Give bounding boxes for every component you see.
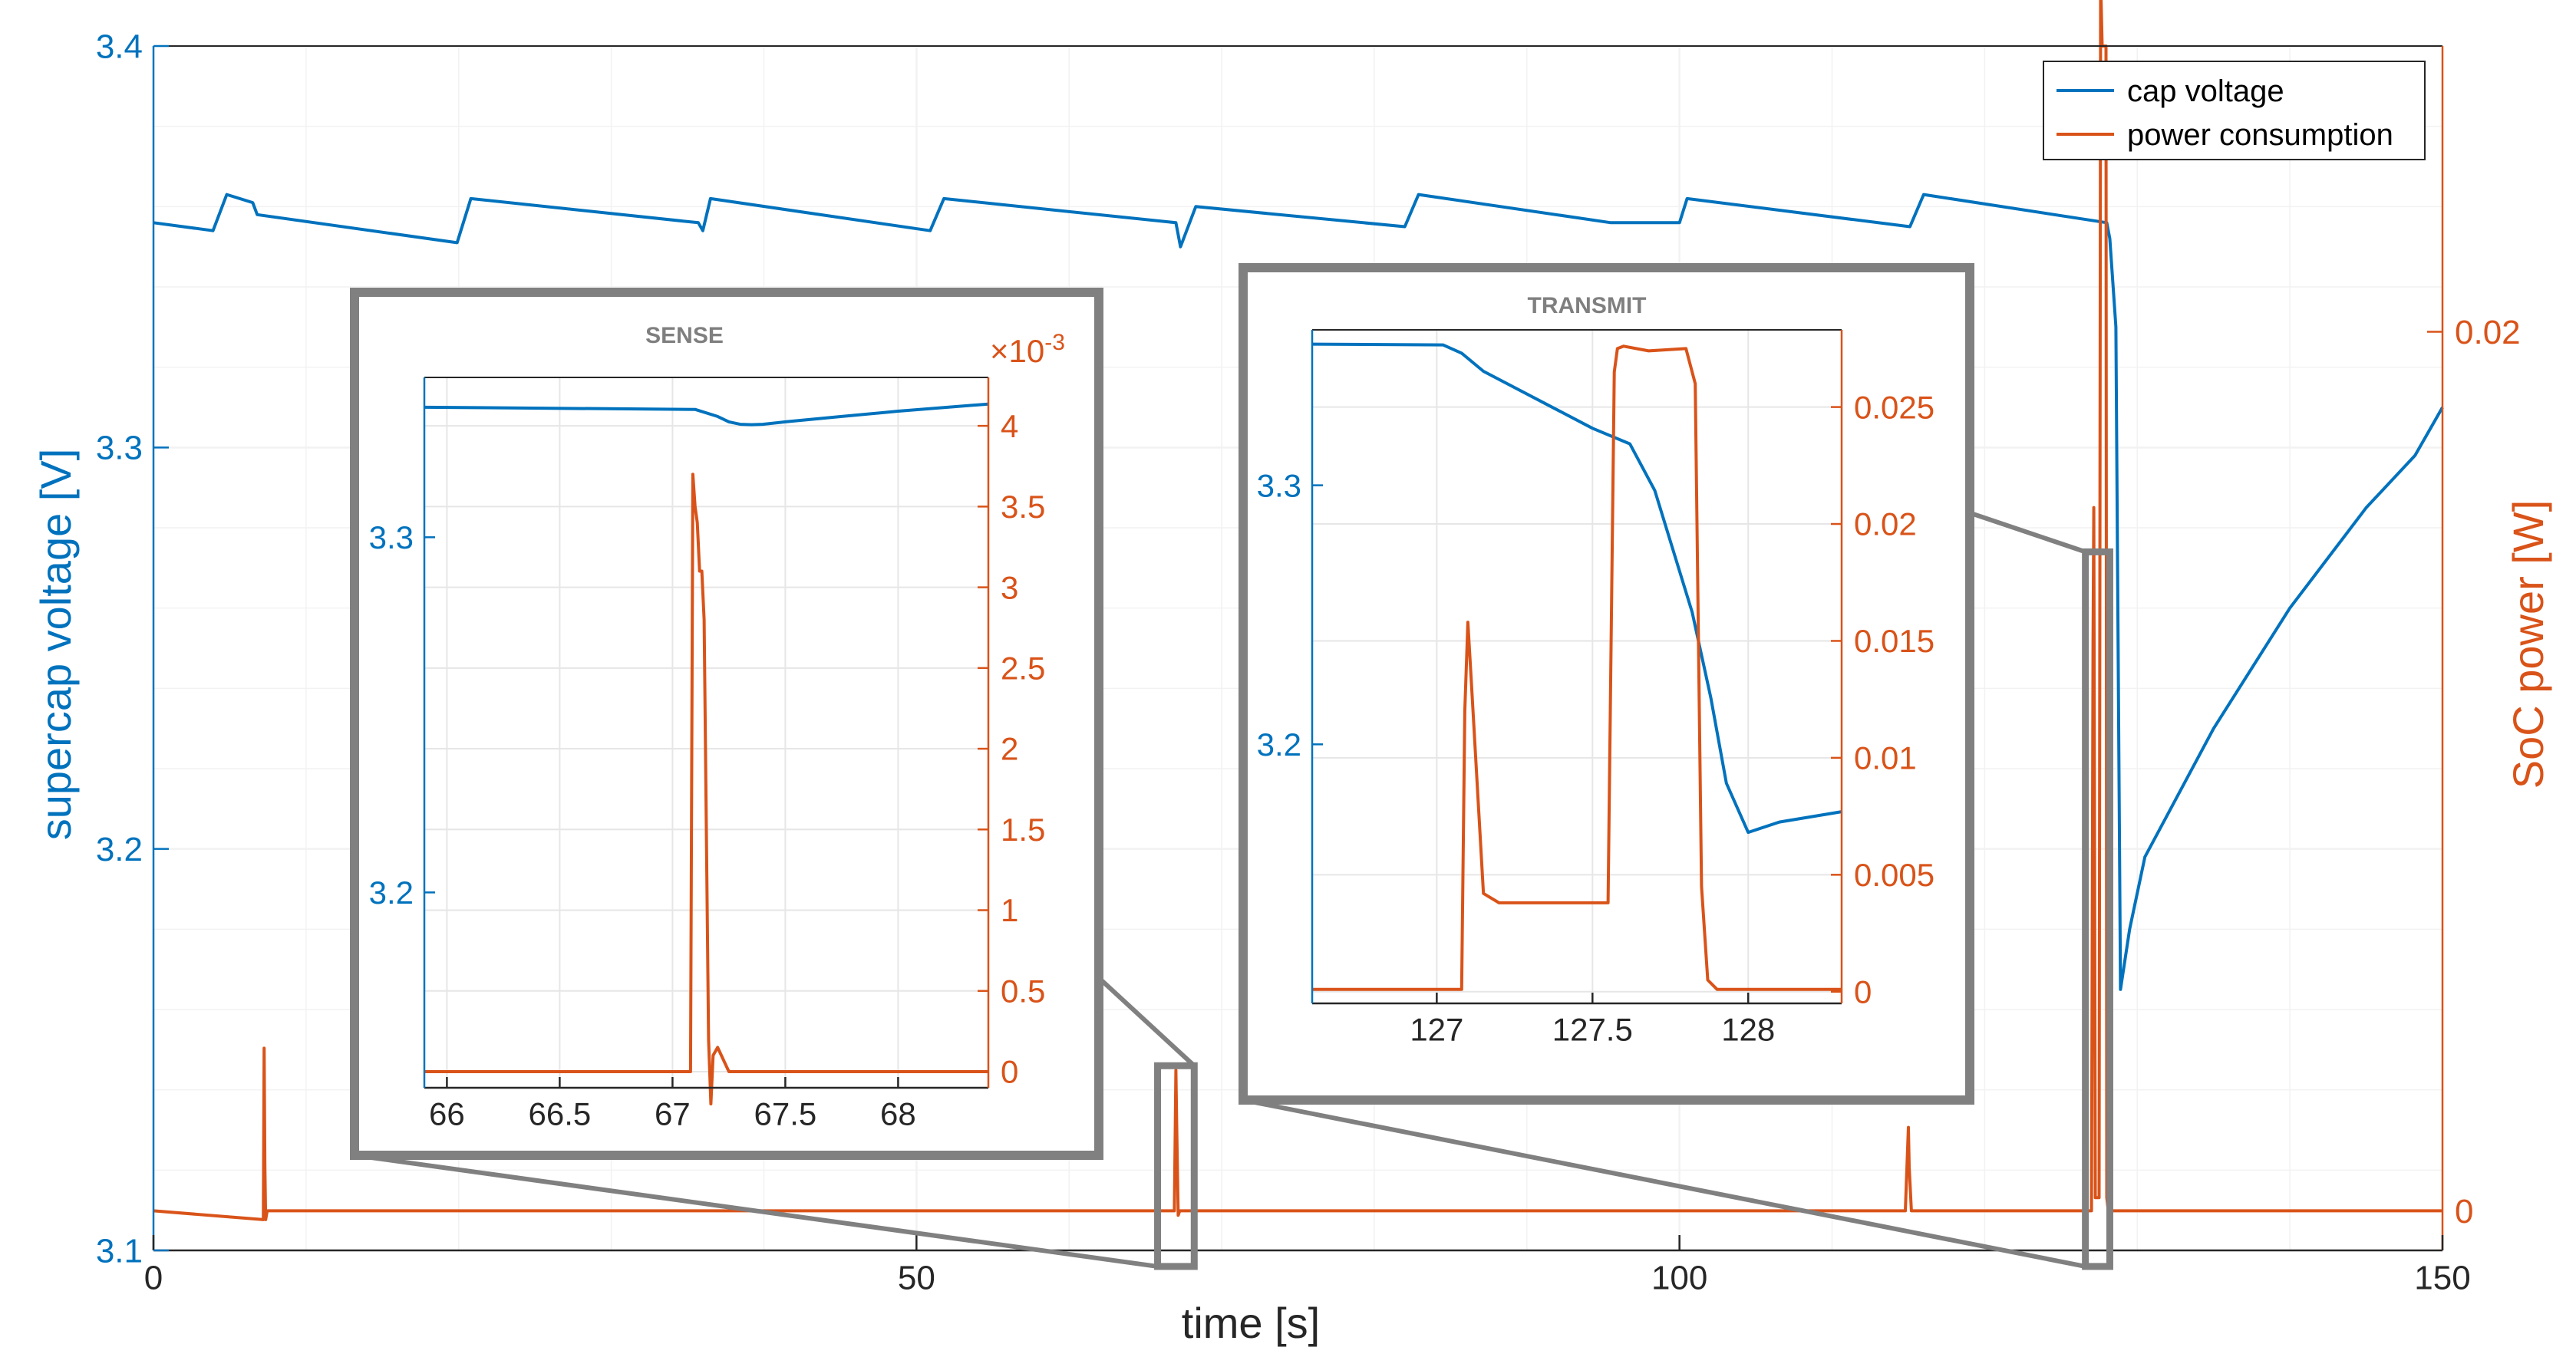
inset_sense-y-right-tick-label-6: 3: [1001, 569, 1018, 605]
inset_sense-y-right-tick-label-5: 2.5: [1001, 651, 1045, 687]
main-y-left-tick-label-0: 3.1: [96, 1232, 143, 1270]
inset_transmit-y-right-tick-label-5: 0.025: [1854, 389, 1934, 425]
inset_sense-y-left-tick-label-0: 3.2: [369, 875, 414, 911]
zoom-connector-transmit-bottom: [1242, 1098, 2086, 1269]
main-left-y-axis-label: supercap voltage [V]: [31, 449, 80, 841]
inset_sense-y-right-tick-label-8: 4: [1001, 408, 1018, 444]
main-plot-lines: [153, 0, 2444, 1221]
inset_transmit-x-tick-label-0: 127: [1410, 1011, 1463, 1047]
inset-sense-title: SENSE: [645, 323, 724, 348]
inset_sense-y-right-tick-label-1: 0.5: [1001, 973, 1045, 1009]
inset-sense-plot-lines: [424, 402, 989, 1105]
zoom-box-transmit: [2082, 548, 2113, 1270]
main-x-tick-label-1: 50: [898, 1260, 935, 1297]
inset_transmit-series-cap-voltage: [1311, 342, 1842, 835]
inset_transmit-x-tick-label-2: 128: [1721, 1011, 1775, 1047]
inset_transmit-y-right-tick-label-2: 0.01: [1854, 740, 1917, 776]
inset_sense-x-tick-label-2: 67: [655, 1095, 691, 1131]
main-series-cap-voltage: [153, 193, 2444, 991]
main-axes-frame: [152, 45, 2444, 1252]
inset-transmit-grid: [1312, 330, 1842, 1003]
main-x-tick-label-0: 0: [144, 1260, 163, 1297]
inset-sense-axes-frame: [423, 377, 990, 1089]
inset_sense-y-right-tick-label-2: 1: [1001, 892, 1018, 928]
inset-sense-tick-labels: 66 66.5 67 67.5 68 3.2 3.3 0 0.5 1 1.5 2 2.5 3 3.5 4: [369, 408, 1046, 1131]
inset_sense-x-tick-label-1: 66.5: [529, 1095, 592, 1131]
main-right-y-axis-label: SoC power [W]: [2504, 500, 2552, 789]
inset_sense-y-right-tick-label-4: 2: [1001, 731, 1018, 767]
main-y-right-tick-label-1: 0.02: [2455, 314, 2521, 351]
legend: cap voltage power consumption: [2043, 61, 2426, 160]
inset-transmit-tick-labels: 127 127.5 128 3.2 3.3 0 0.005 0.01 0.015 0.02 0.02…: [1257, 389, 1935, 1047]
inset-transmit-axes-frame: [1311, 329, 1843, 1005]
inset_sense-series-cap-voltage: [424, 402, 989, 427]
inset_sense-series-power-consumption: [424, 473, 988, 1105]
main-x-tick-label-2: 100: [1651, 1260, 1707, 1297]
inset_sense-y-right-tick-label-0: 0: [1001, 1054, 1018, 1090]
main-y-right-tick-label-0: 0: [2455, 1193, 2473, 1230]
inset-transmit: TRANSMIT 127 127.5 128 3.2 3.3 0 0.005 0.01 0.01…: [1239, 263, 1974, 1105]
legend-label-cap-voltage: cap voltage: [2127, 74, 2284, 108]
inset_transmit-y-right-tick-label-1: 0.005: [1854, 857, 1934, 893]
inset_sense-y-left-tick-label-1: 3.3: [369, 519, 414, 555]
inset_transmit-y-right-tick-label-3: 0.015: [1854, 623, 1934, 659]
main-series-power-consumption: [153, 0, 2442, 1221]
inset-sense-grid: [424, 377, 988, 1088]
inset_transmit-series-power-consumption: [1312, 344, 1842, 991]
inset-transmit-plot-lines: [1311, 342, 1842, 991]
zoom-connector-sense-bottom: [354, 1153, 1158, 1269]
zoom-box-sense: [1154, 1062, 1198, 1270]
inset_transmit-y-right-tick-label-4: 0.02: [1854, 506, 1917, 542]
main-x-tick-label-3: 150: [2414, 1260, 2470, 1297]
inset_transmit-y-left-tick-label-1: 3.3: [1257, 467, 1301, 503]
inset_sense-y-right-tick-label-7: 3.5: [1001, 489, 1045, 525]
main-y-left-tick-label-2: 3.3: [96, 430, 143, 467]
inset-sense: SENSE 66 66.5 67 67.5 68 3.2 3.3 0 0.5 1 1.5 2 2.5 3 3…: [350, 288, 1103, 1160]
main-y-left-tick-label-3: 3.4: [96, 28, 143, 65]
legend-box: [2043, 61, 2426, 160]
main-x-axis-label: time [s]: [1182, 1299, 1320, 1347]
inset-sense-exponent-power: -3: [1044, 330, 1065, 355]
inset_sense-x-tick-label-0: 66: [429, 1095, 465, 1131]
inset_transmit-y-right-tick-label-0: 0: [1854, 973, 1872, 1010]
inset_transmit-y-left-tick-label-0: 3.2: [1257, 726, 1301, 763]
inset_sense-y-right-tick-label-3: 1.5: [1001, 812, 1045, 848]
main-y-left-tick-label-1: 3.2: [96, 831, 143, 868]
inset_sense-x-tick-label-3: 67.5: [754, 1095, 817, 1131]
inset_sense-x-tick-label-4: 68: [880, 1095, 916, 1131]
inset-sense-frame: [350, 288, 1103, 1160]
legend-label-power-consumption: power consumption: [2127, 118, 2393, 152]
inset_transmit-x-tick-label-1: 127.5: [1552, 1011, 1633, 1047]
inset-sense-exponent-label: ×10-3: [990, 330, 1065, 369]
inset-transmit-title: TRANSMIT: [1528, 293, 1647, 318]
